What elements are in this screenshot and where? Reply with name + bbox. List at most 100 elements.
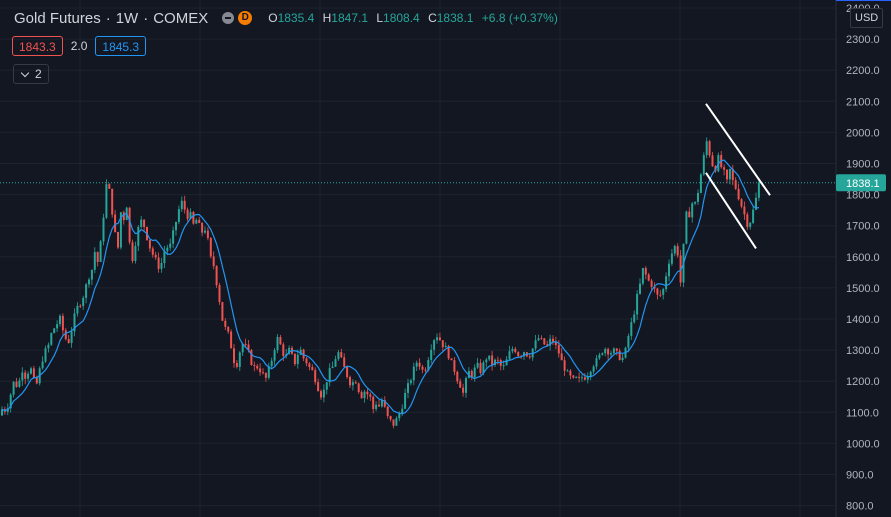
candle-body (473, 367, 476, 378)
candle-body (180, 200, 183, 210)
candle-body (270, 360, 273, 367)
candle-body (708, 141, 711, 156)
candle-body (444, 345, 447, 348)
price-axis[interactable] (836, 0, 891, 517)
candle-body (212, 256, 215, 267)
candle-body (554, 341, 557, 346)
price-tick-label: 1400.0 (846, 314, 880, 326)
candle-body (557, 345, 560, 354)
candle-body (320, 391, 322, 398)
candle-body (70, 331, 73, 343)
candle-body (607, 348, 610, 355)
candle-body (459, 381, 462, 388)
candle-body (757, 182, 760, 198)
candle-body (56, 324, 59, 329)
candle-body (465, 378, 467, 393)
candle-body (470, 371, 473, 378)
price-tick-label: 800.0 (846, 501, 874, 513)
candle-body (407, 383, 409, 393)
candle-body (85, 284, 88, 298)
currency-badge[interactable]: USD (850, 8, 884, 28)
candle-body (581, 377, 583, 379)
low-value: 1808.4 (383, 11, 420, 25)
candle-body (380, 400, 383, 407)
candle-body (61, 315, 64, 331)
candle-body (447, 345, 450, 359)
candle-body (259, 368, 262, 373)
candle-body (44, 348, 47, 362)
candle-body (299, 349, 302, 355)
candle-body (450, 358, 453, 361)
candle-body (131, 242, 134, 262)
candle-body (282, 344, 285, 356)
candle-body (148, 239, 151, 249)
candle-body (305, 358, 308, 364)
candle-body (82, 297, 85, 307)
candle-body (711, 155, 714, 167)
candle-body (378, 404, 380, 407)
candle-body (90, 269, 93, 280)
candle-body (369, 394, 372, 397)
indicator-legend[interactable]: 1843.3 2.0 1845.3 (12, 35, 147, 57)
candle-body (496, 359, 499, 361)
candle-body (375, 404, 378, 410)
candle-body (650, 280, 653, 287)
price-tick-label: 1500.0 (846, 283, 880, 295)
candle-body (288, 347, 291, 355)
candle-body (198, 219, 201, 223)
candle-body (610, 353, 612, 355)
candle-body (389, 416, 392, 420)
candle-body (96, 252, 99, 262)
price-tick-label: 900.0 (846, 470, 874, 482)
price-tick-label: 1600.0 (846, 252, 880, 264)
channel-upper-line[interactable] (705, 103, 771, 196)
candle-body (485, 359, 488, 363)
candle-body (386, 406, 389, 417)
open-value: 1835.4 (277, 11, 315, 25)
candle-body (108, 184, 111, 189)
candle-body (482, 362, 485, 374)
candle-body (337, 352, 340, 360)
candle-body (615, 348, 618, 351)
candle-body (456, 371, 459, 382)
candle-body (662, 289, 665, 295)
candle-body (412, 366, 415, 381)
candle-body (644, 268, 647, 275)
delayed-data-badge[interactable]: D (238, 11, 253, 25)
candle-body (502, 365, 505, 367)
candle-body (183, 200, 186, 210)
last-price-badge (836, 174, 886, 192)
candle-body (737, 188, 740, 200)
candle-body (331, 366, 334, 369)
candle-body (505, 359, 508, 366)
candle-body (143, 219, 146, 227)
candle-body (647, 274, 650, 281)
candle-body (540, 338, 543, 340)
interval-label[interactable]: 1W (115, 9, 139, 27)
collapse-indicators-button[interactable]: 2 (13, 64, 49, 84)
candle-body (549, 338, 552, 346)
candle-body (111, 188, 114, 215)
candle-body (351, 382, 354, 386)
symbol-name[interactable]: Gold Futures (14, 9, 101, 27)
candle-body (627, 335, 630, 348)
candle-body (592, 366, 595, 372)
candle-body (24, 372, 27, 379)
candle-body (279, 337, 282, 345)
high-label: H (322, 11, 332, 25)
candle-body (192, 211, 195, 224)
candle-body (195, 219, 198, 224)
candle-body (349, 377, 351, 386)
candle-body (430, 349, 433, 360)
market-closed-icon[interactable] (222, 12, 235, 24)
candle-body (233, 348, 235, 364)
candle-body (206, 230, 209, 239)
channel-lower-line[interactable] (705, 172, 757, 249)
candle-body (702, 155, 705, 175)
candle-body (636, 293, 639, 315)
candle-body (221, 302, 224, 321)
symbol-legend: Gold Futures · 1W · COMEX D O1835.4 H184… (14, 8, 558, 28)
candle-body (618, 350, 621, 360)
chevron-down-icon (20, 68, 30, 77)
